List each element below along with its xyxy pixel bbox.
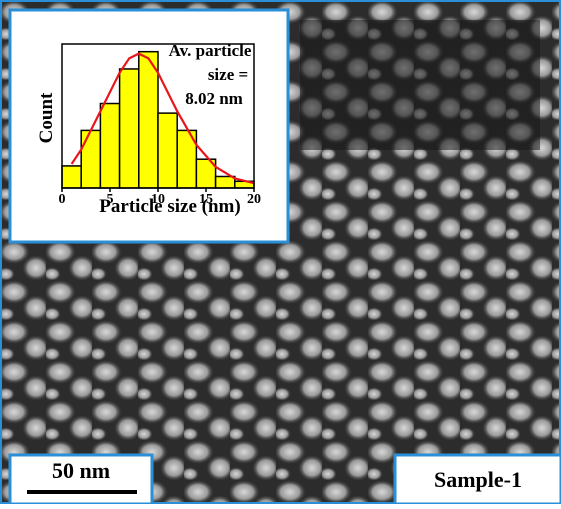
micrograph: Particle size (nm) Count 50 nm Sample-1 … [0, 0, 561, 504]
x-tick-label: 10 [151, 192, 165, 207]
scale-bar-label: 50 nm [52, 458, 110, 483]
x-tick-label: 20 [247, 192, 261, 207]
annotation: size = [208, 65, 248, 84]
x-tick-label: 5 [107, 192, 114, 207]
bar [120, 69, 139, 188]
sample-label: Sample-1 [434, 467, 522, 492]
y-axis-label: Count [36, 92, 57, 143]
bar [139, 52, 158, 188]
x-tick-label: 15 [199, 192, 213, 207]
bar [158, 113, 177, 188]
annotation: Av. particle [169, 41, 252, 60]
dark-region [300, 20, 540, 150]
x-axis-label: Particle size (nm) [99, 196, 240, 217]
annotation: 8.02 nm [185, 89, 243, 108]
bar [62, 166, 81, 188]
scale-bar [27, 490, 137, 494]
bar [81, 130, 100, 188]
bar [216, 176, 235, 188]
x-tick-label: 0 [59, 192, 66, 207]
bar [100, 104, 119, 188]
